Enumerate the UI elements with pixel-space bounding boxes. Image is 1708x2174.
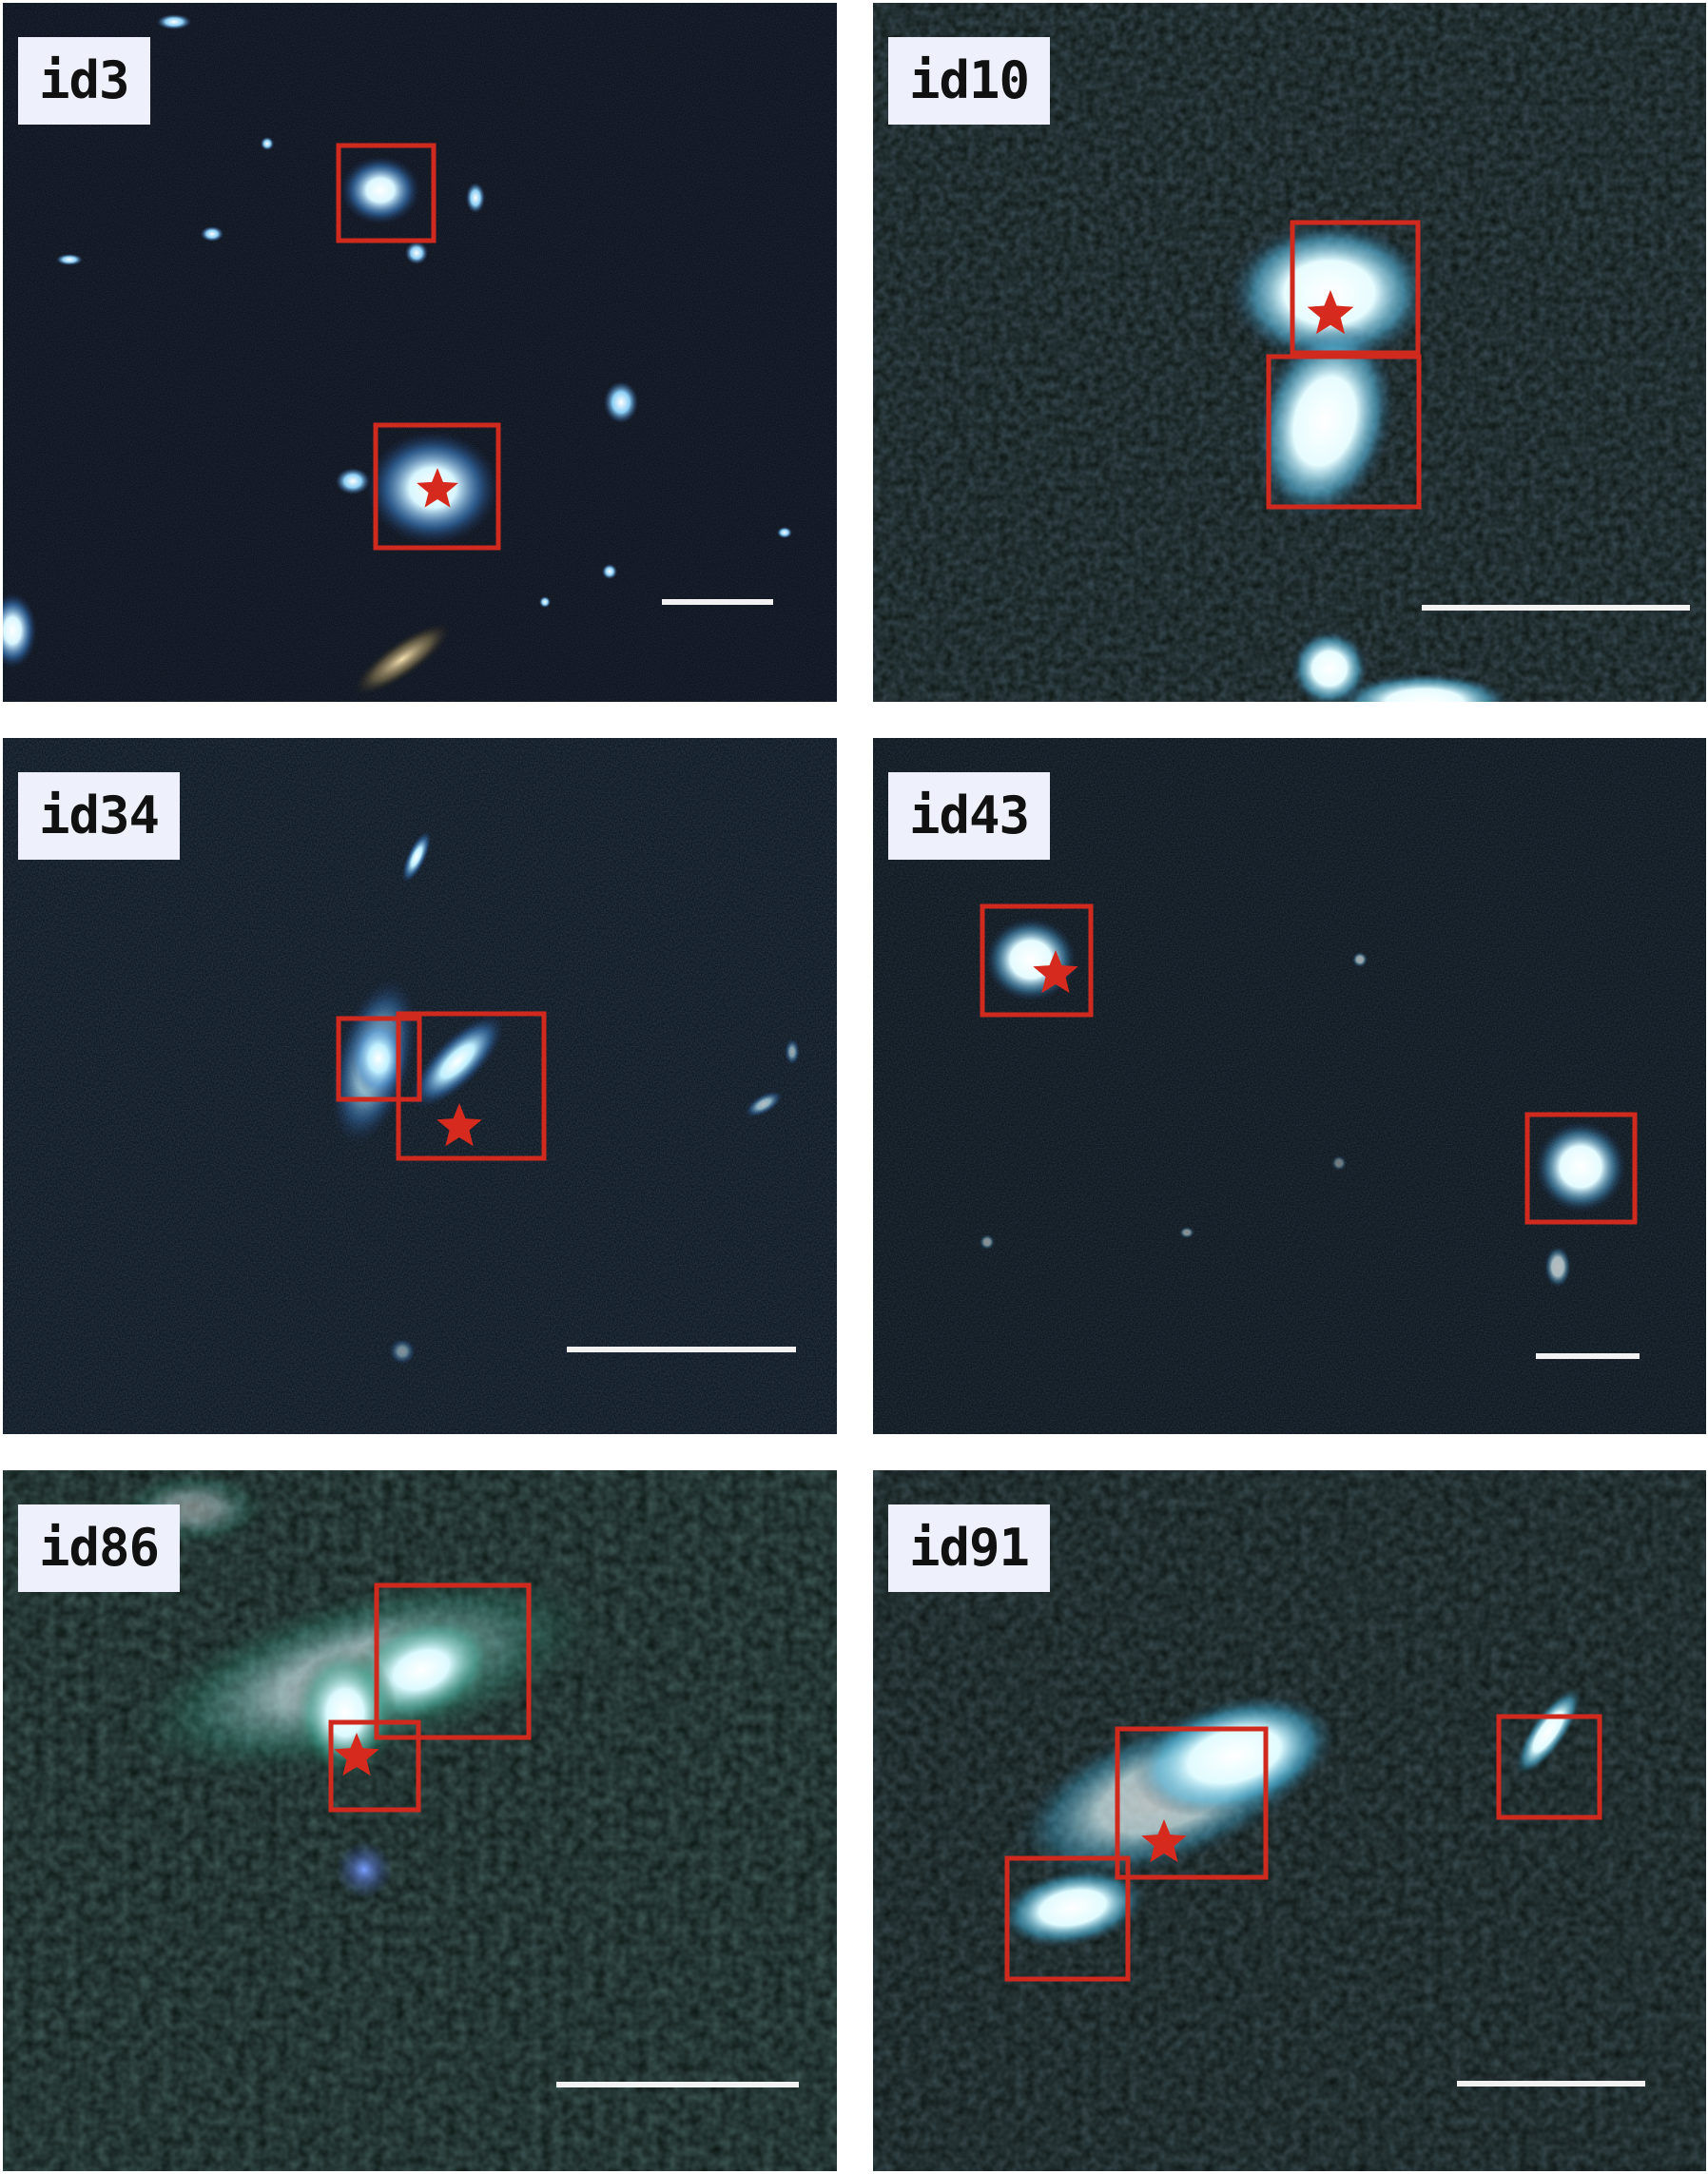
source-box [1524, 1112, 1638, 1225]
source-box [396, 1011, 547, 1161]
panel-label: id43 [888, 772, 1051, 860]
galaxy [340, 156, 420, 224]
star-marker [1033, 950, 1078, 994]
source-box [980, 903, 1094, 1018]
cutout-image [873, 1470, 1706, 2171]
cutout-panel-id43: id43 [873, 738, 1706, 1434]
source-box [328, 1719, 421, 1813]
cutout-panel-id3: id3 [3, 3, 837, 702]
panel-label: id86 [18, 1504, 181, 1592]
star-marker [437, 1103, 482, 1147]
cutout-panel-id10: id10 [873, 3, 1706, 702]
panel-label: id34 [18, 772, 181, 860]
star-marker [1307, 290, 1354, 335]
cutout-panel-id86: id86 [3, 1470, 837, 2171]
cutout-panel-id91: id91 [873, 1470, 1706, 2171]
source-box [1004, 1855, 1131, 1982]
source-box [336, 1016, 422, 1102]
source-box [1496, 1714, 1602, 1820]
star-marker [334, 1733, 379, 1776]
panel-label: id10 [888, 37, 1051, 125]
panel-label: id91 [888, 1504, 1051, 1592]
cutout-panel-id34: id34 [3, 738, 837, 1434]
star-marker [417, 468, 458, 508]
source-box [1290, 220, 1421, 356]
panel-label: id3 [18, 37, 150, 125]
source-box [373, 422, 501, 551]
source-box [1115, 1726, 1269, 1880]
source-box [1266, 354, 1422, 510]
source-box [374, 1582, 532, 1740]
star-marker [1141, 1819, 1187, 1863]
source-box [336, 143, 437, 243]
